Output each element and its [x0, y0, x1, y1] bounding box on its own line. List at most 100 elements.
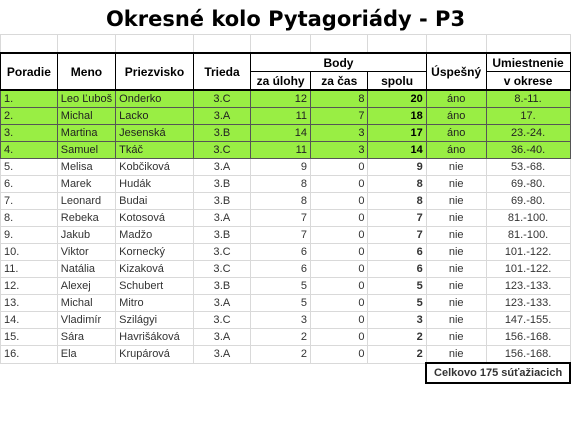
cell-za-cas[interactable]: 0 — [310, 175, 369, 193]
cell-trieda[interactable]: 3.C — [192, 89, 252, 108]
cell-priezvisko[interactable]: Schubert — [115, 277, 194, 295]
header-spolu[interactable]: spolu — [367, 71, 427, 91]
cell-za-cas[interactable]: 0 — [310, 192, 369, 210]
cell-poradie[interactable]: 3. — [0, 124, 58, 142]
header-trieda[interactable]: Trieda — [192, 52, 252, 91]
cell-za-ulohy[interactable]: 7 — [250, 209, 312, 227]
cell-umiestnenie[interactable]: 69.-80. — [485, 175, 571, 193]
cell-za-ulohy[interactable]: 12 — [250, 89, 312, 108]
cell-priezvisko[interactable]: Szilágyi — [115, 311, 194, 329]
cell-poradie[interactable]: 8. — [0, 209, 58, 227]
cell-za-ulohy[interactable]: 9 — [250, 158, 312, 176]
cell-za-ulohy[interactable]: 8 — [250, 192, 312, 210]
cell-trieda[interactable]: 3.B — [192, 226, 252, 244]
cell-poradie[interactable]: 13. — [0, 294, 58, 312]
empty-cell[interactable] — [251, 363, 311, 383]
cell-priezvisko[interactable]: Krupárová — [115, 345, 194, 364]
cell-priezvisko[interactable]: Kizaková — [115, 260, 194, 278]
cell-umiestnenie[interactable]: 147.-155. — [485, 311, 571, 329]
header-v-okrese[interactable]: v okrese — [485, 71, 571, 91]
cell-umiestnenie[interactable]: 53.-68. — [485, 158, 571, 176]
cell-poradie[interactable]: 1. — [0, 89, 58, 108]
cell-uspesny[interactable]: nie — [425, 175, 487, 193]
cell-trieda[interactable]: 3.B — [192, 124, 252, 142]
cell-meno[interactable]: Michal — [56, 294, 117, 312]
cell-meno[interactable]: Jakub — [56, 226, 117, 244]
cell-umiestnenie[interactable]: 23.-24. — [485, 124, 571, 142]
cell-meno[interactable]: Michal — [56, 107, 117, 125]
cell-spolu[interactable]: 18 — [367, 107, 427, 125]
cell-poradie[interactable]: 14. — [0, 311, 58, 329]
header-body[interactable]: Body — [250, 52, 427, 72]
cell-umiestnenie[interactable]: 36.-40. — [485, 141, 571, 159]
cell-umiestnenie[interactable]: 17. — [485, 107, 571, 125]
cell-priezvisko[interactable]: Mitro — [115, 294, 194, 312]
cell-poradie[interactable]: 6. — [0, 175, 58, 193]
cell-priezvisko[interactable]: Onderko — [115, 89, 194, 108]
cell-spolu[interactable]: 6 — [367, 260, 427, 278]
cell-trieda[interactable]: 3.B — [192, 175, 252, 193]
cell-uspesny[interactable]: nie — [425, 260, 487, 278]
cell-za-cas[interactable]: 0 — [310, 311, 369, 329]
cell-priezvisko[interactable]: Lacko — [115, 107, 194, 125]
cell-uspesny[interactable]: nie — [425, 294, 487, 312]
cell-uspesny[interactable]: nie — [425, 243, 487, 261]
cell-priezvisko[interactable]: Havrišáková — [115, 328, 194, 346]
cell-umiestnenie[interactable]: 101.-122. — [485, 243, 571, 261]
cell-za-cas[interactable]: 0 — [310, 243, 369, 261]
cell-trieda[interactable]: 3.C — [192, 260, 252, 278]
cell-trieda[interactable]: 3.A — [192, 328, 252, 346]
cell-meno[interactable]: Martina — [56, 124, 117, 142]
cell-za-cas[interactable]: 0 — [310, 226, 369, 244]
cell-spolu[interactable]: 3 — [367, 311, 427, 329]
cell-poradie[interactable]: 10. — [0, 243, 58, 261]
empty-cell[interactable] — [116, 363, 194, 383]
cell-meno[interactable]: Melisa — [56, 158, 117, 176]
cell-poradie[interactable]: 12. — [0, 277, 58, 295]
cell-za-cas[interactable]: 3 — [310, 141, 369, 159]
header-za-cas[interactable]: za čas — [310, 71, 369, 91]
header-umiestnenie[interactable]: Umiestnenie — [485, 52, 571, 72]
cell-meno[interactable]: Leo Ľuboš — [56, 89, 117, 108]
cell-za-ulohy[interactable]: 2 — [250, 328, 312, 346]
cell-za-cas[interactable]: 0 — [310, 328, 369, 346]
cell-spolu[interactable]: 20 — [367, 89, 427, 108]
header-uspesny[interactable]: Úspešný — [425, 52, 487, 91]
cell-za-cas[interactable]: 0 — [310, 345, 369, 364]
cell-spolu[interactable]: 2 — [367, 328, 427, 346]
empty-cell[interactable] — [311, 363, 368, 383]
header-priezvisko[interactable]: Priezvisko — [115, 52, 194, 91]
cell-trieda[interactable]: 3.C — [192, 243, 252, 261]
cell-umiestnenie[interactable]: 101.-122. — [485, 260, 571, 278]
cell-spolu[interactable]: 14 — [367, 141, 427, 159]
cell-za-cas[interactable]: 0 — [310, 260, 369, 278]
cell-za-ulohy[interactable]: 6 — [250, 260, 312, 278]
cell-poradie[interactable]: 4. — [0, 141, 58, 159]
cell-trieda[interactable]: 3.A — [192, 107, 252, 125]
cell-za-ulohy[interactable]: 3 — [250, 311, 312, 329]
cell-umiestnenie[interactable]: 8.-11. — [485, 89, 571, 108]
cell-za-ulohy[interactable]: 11 — [250, 107, 312, 125]
cell-spolu[interactable]: 7 — [367, 209, 427, 227]
cell-uspesny[interactable]: nie — [425, 277, 487, 295]
cell-meno[interactable]: Vladimír — [56, 311, 117, 329]
cell-umiestnenie[interactable]: 69.-80. — [485, 192, 571, 210]
total-participants[interactable]: Celkovo 175 súťažiacich — [425, 362, 571, 384]
cell-poradie[interactable]: 11. — [0, 260, 58, 278]
header-za-ulohy[interactable]: za úlohy — [250, 71, 312, 91]
cell-meno[interactable]: Alexej — [56, 277, 117, 295]
cell-spolu[interactable]: 7 — [367, 226, 427, 244]
cell-spolu[interactable]: 8 — [367, 192, 427, 210]
cell-poradie[interactable]: 5. — [0, 158, 58, 176]
cell-priezvisko[interactable]: Jesenská — [115, 124, 194, 142]
cell-uspesny[interactable]: nie — [425, 311, 487, 329]
cell-uspesny[interactable]: nie — [425, 192, 487, 210]
cell-priezvisko[interactable]: Budai — [115, 192, 194, 210]
cell-meno[interactable]: Marek — [56, 175, 117, 193]
cell-za-ulohy[interactable]: 2 — [250, 345, 312, 364]
cell-uspesny[interactable]: áno — [425, 124, 487, 142]
cell-za-ulohy[interactable]: 11 — [250, 141, 312, 159]
cell-spolu[interactable]: 6 — [367, 243, 427, 261]
cell-umiestnenie[interactable]: 123.-133. — [485, 277, 571, 295]
cell-za-cas[interactable]: 3 — [310, 124, 369, 142]
